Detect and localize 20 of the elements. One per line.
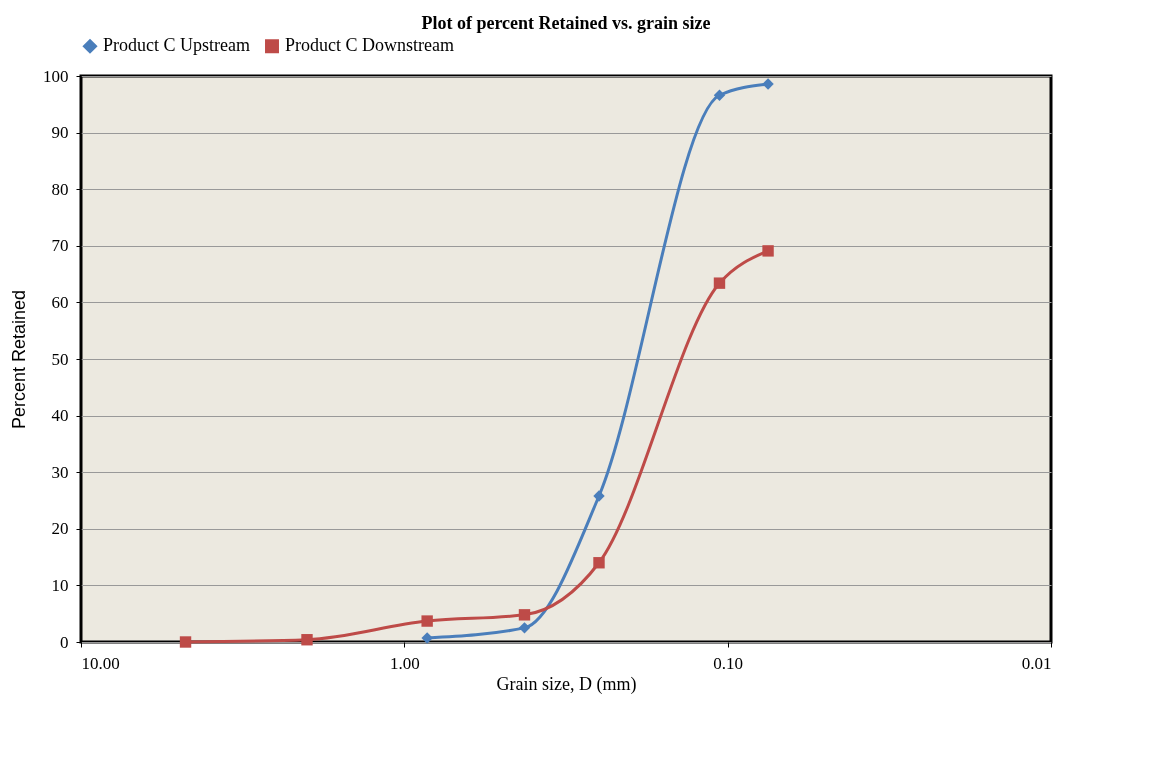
y-tick-label: 80 (51, 179, 69, 199)
chart-title: Plot of percent Retained vs. grain size (421, 13, 711, 33)
y-axis-title: Percent Retained (9, 289, 29, 430)
x-tick-label: 0.10 (713, 653, 744, 673)
x-tick-label: 0.01 (1021, 653, 1052, 673)
x-tick-label: 1.00 (389, 653, 420, 673)
y-tick-label: 0 (60, 632, 69, 652)
legend-label: Product C Downstream (285, 35, 454, 56)
x-axis-title: Grain size, D (mm) (496, 673, 637, 695)
y-tick-label: 10 (51, 575, 69, 595)
y-tick-label: 70 (51, 236, 69, 256)
y-tick-label: 60 (51, 292, 69, 312)
y-tick-label: 30 (51, 462, 69, 482)
y-tick-label: 100 (43, 66, 69, 86)
y-tick-label: 40 (51, 406, 69, 426)
legend-label: Product C Upstream (103, 35, 250, 56)
y-tick-label: 20 (51, 519, 69, 539)
x-tick-label: 10.00 (81, 653, 120, 673)
y-tick-label: 50 (51, 349, 69, 369)
y-tick-label: 90 (51, 123, 69, 143)
